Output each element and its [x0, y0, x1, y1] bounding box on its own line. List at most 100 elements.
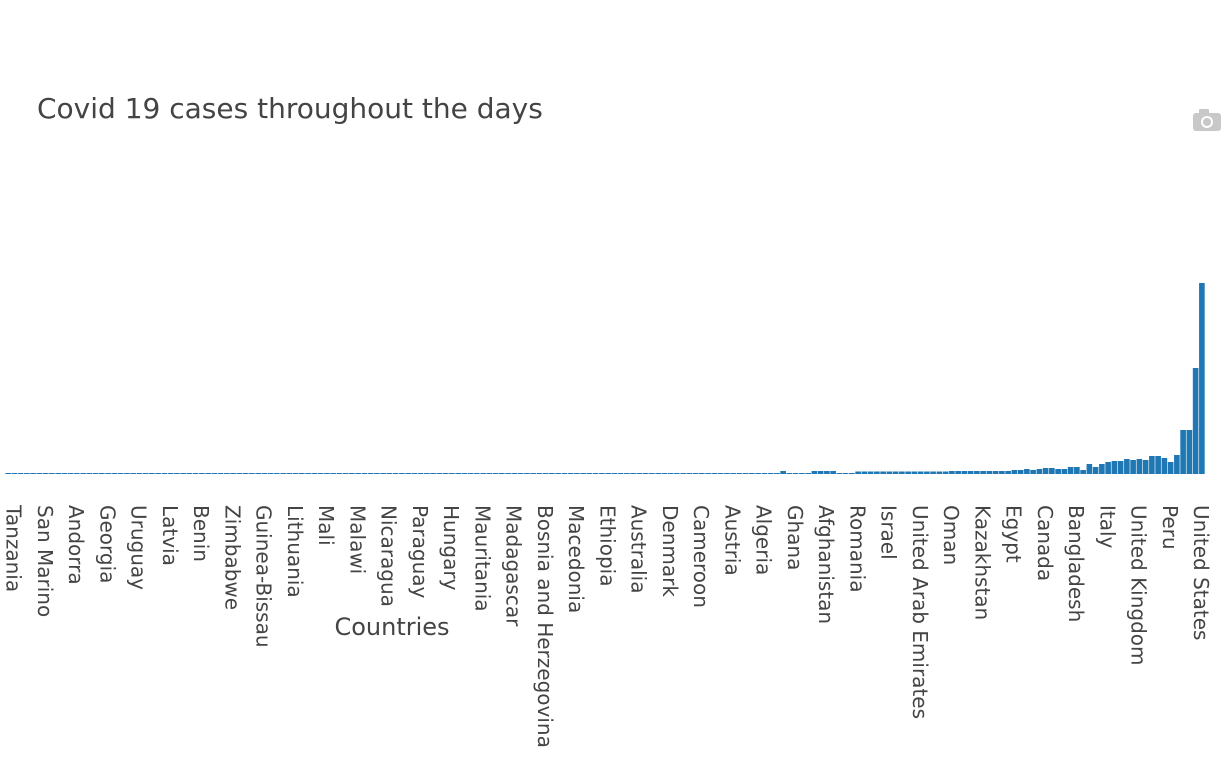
- x-tick-label: Oman: [939, 505, 963, 565]
- x-tick-label: Latvia: [158, 505, 182, 566]
- bar: [686, 473, 693, 474]
- bar: [911, 471, 918, 474]
- x-tick-label: Mali: [314, 505, 338, 546]
- bar: [174, 473, 180, 474]
- x-tick-label: Italy: [1095, 505, 1119, 549]
- bar: [67, 473, 74, 474]
- bar: [1024, 469, 1030, 474]
- bar: [167, 473, 174, 474]
- bar: [330, 473, 336, 474]
- bar: [999, 471, 1005, 474]
- x-axis-title: Countries: [334, 613, 449, 641]
- bar: [674, 473, 680, 474]
- bar: [361, 473, 368, 474]
- bar: [992, 471, 999, 474]
- x-tick-label: Georgia: [95, 505, 119, 583]
- bar: [980, 471, 986, 474]
- bar: [436, 473, 443, 474]
- bar: [624, 473, 630, 474]
- camera-top[interactable]: [1199, 109, 1209, 115]
- bar: [155, 473, 161, 474]
- bar: [880, 471, 886, 474]
- bar: [199, 473, 205, 474]
- bar: [636, 473, 643, 474]
- bar: [1199, 283, 1205, 474]
- bar: [399, 473, 405, 474]
- bar: [1111, 461, 1118, 474]
- x-tick-label: United Kingdom: [1127, 505, 1151, 666]
- bar: [780, 471, 786, 474]
- bar: [486, 473, 493, 474]
- camera-icon[interactable]: [1193, 109, 1221, 131]
- bar: [11, 473, 18, 474]
- bar: [1061, 469, 1068, 474]
- bar: [380, 473, 386, 474]
- bar: [830, 471, 836, 474]
- bar: [117, 473, 124, 474]
- bar: [186, 473, 193, 474]
- bar: [392, 473, 399, 474]
- x-tick-label: Guinea-Bissau: [252, 505, 276, 648]
- bar: [105, 473, 111, 474]
- bar: [55, 473, 61, 474]
- bar: [1105, 462, 1111, 474]
- bar: [592, 473, 599, 474]
- bar: [267, 473, 274, 474]
- bar: [1055, 469, 1061, 474]
- bar: [92, 473, 99, 474]
- x-tick-label: Cameroon: [689, 505, 713, 608]
- bar: [1099, 464, 1105, 474]
- bar: [124, 473, 130, 474]
- bar: [1155, 456, 1161, 474]
- bar: [480, 473, 486, 474]
- bar: [986, 471, 993, 474]
- bar: [192, 473, 199, 474]
- bar: [680, 473, 686, 474]
- bar: [80, 473, 86, 474]
- x-tick-label: Romania: [845, 505, 869, 592]
- bar: [849, 473, 855, 474]
- bar: [374, 473, 380, 474]
- x-tick-label: Ghana: [783, 505, 807, 570]
- bar: [317, 473, 324, 474]
- bar: [255, 473, 261, 474]
- bar: [1174, 455, 1180, 474]
- bar: [249, 473, 255, 474]
- bar: [230, 473, 236, 474]
- chart-title: Covid 19 cases throughout the days: [37, 92, 543, 125]
- bar: [530, 473, 536, 474]
- x-tick-label: Austria: [720, 505, 744, 576]
- bar: [542, 473, 549, 474]
- camera-lens-inner[interactable]: [1203, 118, 1211, 126]
- bar: [736, 473, 743, 474]
- bar: [311, 473, 318, 474]
- bar: [567, 473, 574, 474]
- bar: [1092, 467, 1099, 474]
- bar: [724, 473, 730, 474]
- bar: [799, 473, 805, 474]
- bar: [949, 471, 955, 474]
- bar: [1161, 458, 1168, 474]
- x-tick-label: United States: [1189, 505, 1213, 640]
- bar: [580, 473, 586, 474]
- bar: [1049, 468, 1055, 474]
- bar: [642, 473, 649, 474]
- bar: [967, 471, 974, 474]
- x-tick-label: Zimbabwe: [220, 505, 244, 610]
- bar: [511, 473, 518, 474]
- bar: [49, 473, 55, 474]
- bar: [424, 473, 430, 474]
- bar: [411, 473, 418, 474]
- bar: [855, 471, 861, 474]
- x-tick-label: Paraguay: [408, 505, 432, 599]
- x-tick-label: Hungary: [439, 505, 463, 591]
- bar: [224, 473, 230, 474]
- bar: [1142, 460, 1149, 474]
- bar: [630, 473, 636, 474]
- x-tick-label: Egypt: [1002, 505, 1026, 563]
- bar: [661, 473, 668, 474]
- bar: [717, 473, 724, 474]
- bar: [961, 471, 968, 474]
- bar: [211, 473, 218, 474]
- bar: [1130, 460, 1136, 474]
